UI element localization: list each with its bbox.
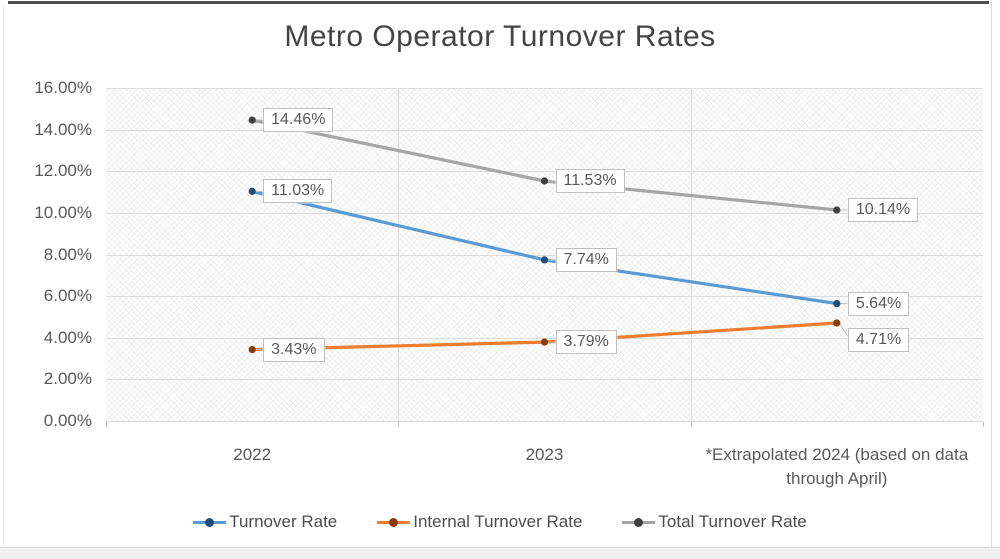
data-label: 4.71% bbox=[847, 327, 910, 352]
chart-frame-right bbox=[991, 2, 992, 548]
gridline-horizontal bbox=[106, 88, 983, 89]
y-axis-tick-label: 14.00% bbox=[34, 119, 92, 139]
y-axis-tick-label: 12.00% bbox=[34, 161, 92, 181]
data-label: 7.74% bbox=[555, 247, 617, 272]
series-plot bbox=[248, 116, 851, 354]
data-point-marker bbox=[833, 319, 841, 327]
chart-title: Metro Operator Turnover Rates bbox=[284, 20, 716, 53]
data-point-marker bbox=[540, 256, 549, 264]
y-axis-tick-label: 4.00% bbox=[43, 327, 92, 347]
legend-label: Turnover Rate bbox=[229, 512, 338, 531]
series-line-3 bbox=[250, 118, 839, 212]
legend-dot bbox=[634, 517, 644, 527]
data-point-marker bbox=[248, 346, 256, 354]
x-axis-tick bbox=[398, 422, 399, 427]
x-axis-tick bbox=[691, 422, 692, 427]
data-label: 3.43% bbox=[263, 337, 325, 362]
x-axis-category-label: 2022 bbox=[233, 445, 272, 464]
plot-area: 11.03% 7.74% 5.64% 3.43% 3.79% 4.71% 14.46% 11.… bbox=[106, 88, 983, 422]
data-label: 3.79% bbox=[555, 330, 617, 355]
data-label: 14.46% bbox=[263, 108, 334, 133]
legend-item-3[interactable]: Total Turnover Rate bbox=[622, 511, 807, 533]
y-axis-tick-label: 0.00% bbox=[43, 411, 92, 430]
legend-item-1[interactable]: Turnover Rate bbox=[193, 511, 337, 533]
gridline-horizontal bbox=[106, 296, 983, 298]
page-background-strip bbox=[0, 547, 1000, 559]
legend-dot bbox=[389, 517, 399, 527]
legend-label: Internal Turnover Rate bbox=[413, 512, 583, 531]
legend: Turnover Rate Internal Turnover Rate Total… bbox=[0, 511, 1000, 533]
gridline-horizontal bbox=[106, 421, 983, 422]
data-point-marker bbox=[540, 338, 549, 346]
legend-dot bbox=[205, 517, 215, 527]
legend-item-2[interactable]: Internal Turnover Rate bbox=[377, 511, 582, 533]
y-axis-tick-label: 16.00% bbox=[34, 78, 92, 97]
legend-line-marker-icon bbox=[377, 517, 411, 528]
x-axis-tick bbox=[983, 422, 984, 427]
y-axis-tick-label: 8.00% bbox=[43, 244, 92, 264]
data-label: 11.53% bbox=[555, 169, 625, 194]
window-top-edge bbox=[8, 1, 989, 4]
y-axis-tick-label: 6.00% bbox=[43, 286, 92, 306]
data-label: 11.03% bbox=[263, 179, 333, 204]
legend-line-marker-icon bbox=[622, 517, 656, 528]
data-label: 10.14% bbox=[847, 197, 919, 222]
gridline-vertical bbox=[691, 88, 692, 421]
gridline-vertical bbox=[398, 88, 399, 421]
gridline-horizontal bbox=[106, 337, 983, 339]
x-axis-category-label: 2023 bbox=[525, 445, 564, 464]
data-point-marker bbox=[833, 206, 841, 214]
data-label: 5.64% bbox=[847, 291, 910, 316]
gridline-horizontal bbox=[106, 129, 983, 131]
y-axis-tick-label: 10.00% bbox=[34, 202, 92, 222]
legend-label: Total Turnover Rate bbox=[658, 512, 807, 531]
x-axis-category-label: *Extrapolated 2024 (based on data throug… bbox=[705, 445, 969, 488]
legend-line-marker-icon bbox=[193, 517, 227, 528]
y-axis-tick-label: 2.00% bbox=[43, 369, 92, 389]
gridline-horizontal bbox=[106, 379, 983, 381]
chart-frame-left bbox=[3, 4, 4, 548]
gridline-horizontal bbox=[106, 171, 983, 173]
data-point-marker bbox=[540, 177, 549, 185]
data-point-marker bbox=[833, 300, 841, 308]
gridline-horizontal bbox=[106, 254, 983, 256]
data-point-marker bbox=[248, 187, 256, 195]
series-line-1 bbox=[250, 189, 839, 306]
gridline-horizontal bbox=[106, 212, 983, 214]
x-axis-tick bbox=[106, 422, 107, 427]
data-point-marker bbox=[248, 116, 256, 124]
